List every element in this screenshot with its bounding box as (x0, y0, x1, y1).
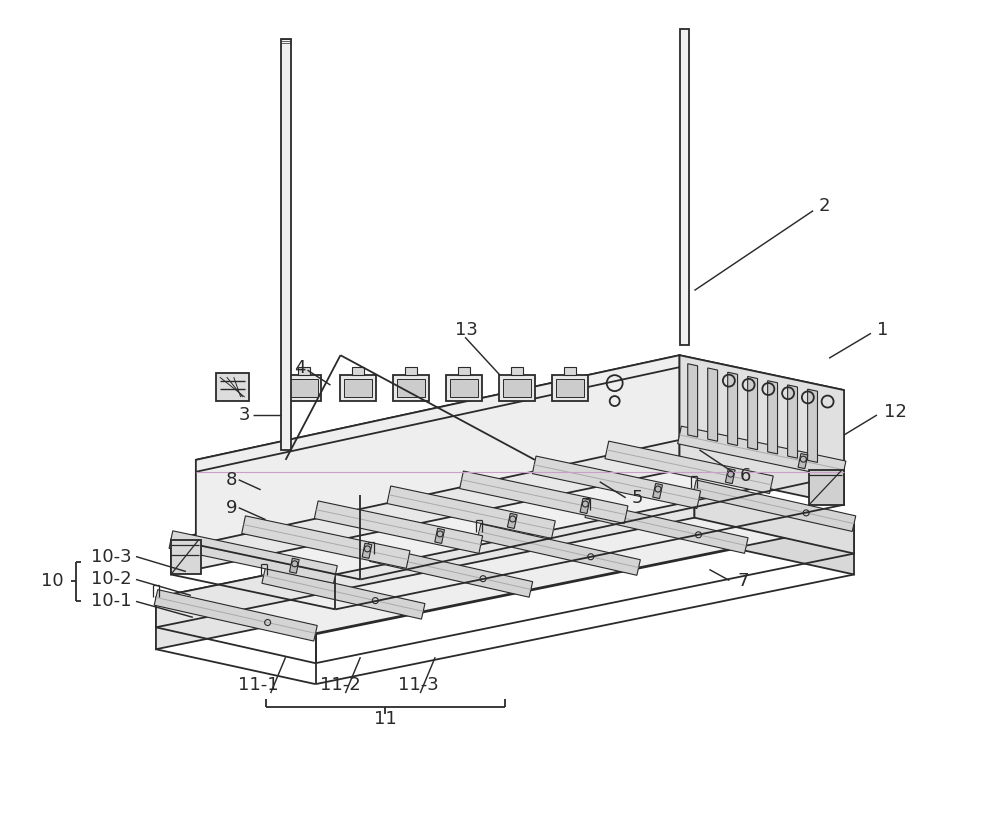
Text: 9: 9 (226, 499, 237, 517)
Polygon shape (262, 567, 425, 619)
Polygon shape (768, 380, 778, 454)
Polygon shape (290, 379, 318, 397)
Text: 2: 2 (819, 197, 831, 215)
Polygon shape (314, 501, 483, 553)
Polygon shape (446, 375, 482, 401)
Polygon shape (808, 389, 817, 463)
Polygon shape (708, 368, 718, 442)
Polygon shape (725, 468, 735, 484)
Polygon shape (798, 453, 808, 468)
Polygon shape (298, 367, 310, 375)
Text: 10-2: 10-2 (91, 571, 132, 588)
Polygon shape (397, 379, 425, 397)
Polygon shape (286, 375, 321, 401)
Polygon shape (788, 385, 797, 458)
Polygon shape (169, 530, 337, 583)
Text: 6: 6 (739, 467, 751, 485)
Polygon shape (281, 39, 291, 450)
Polygon shape (507, 514, 517, 529)
Text: 13: 13 (455, 321, 478, 339)
Text: 1: 1 (877, 321, 888, 339)
Polygon shape (370, 546, 533, 597)
Polygon shape (289, 558, 299, 573)
Polygon shape (171, 435, 844, 575)
Polygon shape (556, 379, 584, 397)
Polygon shape (362, 543, 372, 558)
Text: 8: 8 (226, 471, 237, 489)
Polygon shape (171, 435, 680, 575)
Polygon shape (450, 379, 478, 397)
Polygon shape (405, 367, 417, 375)
Text: 11-2: 11-2 (320, 676, 361, 694)
Polygon shape (688, 364, 698, 437)
Text: 11-1: 11-1 (238, 676, 279, 694)
Polygon shape (477, 524, 640, 575)
Polygon shape (387, 486, 555, 538)
Polygon shape (393, 375, 429, 401)
Polygon shape (460, 471, 628, 524)
Polygon shape (156, 489, 854, 634)
Polygon shape (499, 375, 535, 401)
Polygon shape (748, 376, 758, 450)
Text: 3: 3 (239, 406, 250, 424)
Text: 10-3: 10-3 (91, 547, 132, 566)
Polygon shape (340, 375, 376, 401)
Polygon shape (585, 502, 748, 553)
Polygon shape (503, 379, 531, 397)
Text: 10: 10 (41, 572, 64, 591)
Polygon shape (156, 488, 694, 628)
Text: 10-1: 10-1 (91, 592, 132, 610)
Text: 12: 12 (884, 403, 907, 421)
Text: 5: 5 (632, 489, 643, 507)
Polygon shape (458, 367, 470, 375)
Polygon shape (196, 355, 680, 545)
Polygon shape (242, 516, 410, 568)
Text: 11-3: 11-3 (398, 676, 439, 694)
Polygon shape (352, 367, 364, 375)
Polygon shape (580, 499, 590, 514)
Polygon shape (532, 456, 701, 509)
Polygon shape (216, 373, 249, 401)
Polygon shape (196, 355, 844, 494)
Polygon shape (728, 372, 738, 446)
Polygon shape (564, 367, 576, 375)
Polygon shape (680, 435, 844, 504)
Polygon shape (680, 355, 844, 475)
Polygon shape (678, 427, 846, 478)
Polygon shape (344, 379, 372, 397)
Text: 11: 11 (374, 710, 397, 728)
Polygon shape (809, 470, 844, 504)
Polygon shape (694, 489, 854, 575)
Polygon shape (511, 367, 523, 375)
Polygon shape (552, 375, 588, 401)
Polygon shape (653, 484, 662, 499)
Polygon shape (694, 488, 854, 554)
Polygon shape (156, 489, 694, 649)
Polygon shape (605, 441, 773, 494)
Polygon shape (680, 29, 689, 345)
Polygon shape (435, 528, 444, 543)
Polygon shape (156, 488, 854, 634)
Text: 7: 7 (737, 572, 749, 591)
Polygon shape (171, 540, 201, 575)
Polygon shape (154, 590, 317, 641)
Polygon shape (693, 480, 856, 531)
Text: 4: 4 (294, 360, 305, 377)
